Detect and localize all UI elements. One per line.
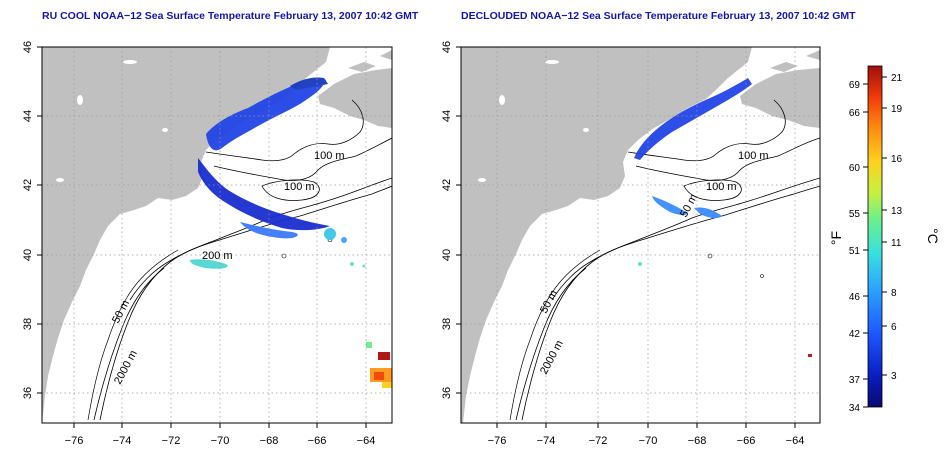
lake — [583, 128, 589, 132]
celsius-tick: 21 — [891, 73, 903, 84]
map-panel-left: 100 m 100 m 200 m 50 m 2000 m −76 −74 −7… — [22, 41, 393, 447]
contour-shelf — [87, 249, 179, 421]
contour-2000m — [99, 185, 392, 421]
celsius-tick: 19 — [891, 104, 903, 115]
lat-tick-label: 40 — [441, 249, 453, 261]
land-mass — [348, 62, 376, 72]
lat-tick-label: 36 — [441, 387, 453, 399]
axis-ticks-right — [456, 46, 796, 428]
lake — [123, 60, 137, 64]
lon-tick-label: −72 — [162, 435, 181, 447]
celsius-tick: 11 — [891, 238, 902, 249]
celsius-tick: 8 — [891, 288, 897, 299]
celsius-tick: 3 — [891, 371, 897, 382]
lake — [499, 95, 505, 105]
land-mass — [461, 47, 752, 423]
celsius-tick: 6 — [891, 322, 897, 333]
contour-2000m — [93, 267, 165, 421]
lat-tick-label: 38 — [22, 318, 34, 330]
sst-data-raw — [190, 77, 366, 269]
contour-50m — [627, 99, 786, 162]
lon-tick-label: −70 — [211, 435, 230, 447]
lake — [478, 178, 486, 182]
lon-tick-label: −72 — [589, 435, 608, 447]
contour-seamount — [281, 253, 287, 259]
fahrenheit-tick: 55 — [849, 209, 861, 220]
lon-tick-label: −74 — [537, 435, 556, 447]
fahrenheit-tick: 46 — [849, 292, 861, 303]
lon-tick-label: −70 — [639, 435, 658, 447]
land-mass — [806, 50, 820, 60]
celsius-unit-label: °C — [925, 228, 941, 244]
lat-tick-label: 44 — [22, 110, 34, 122]
lat-tick-label: 46 — [22, 41, 34, 53]
fahrenheit-tick: 69 — [849, 80, 861, 91]
contour-seamount — [760, 274, 764, 278]
colorbar-gradient — [867, 65, 883, 408]
lat-tick-label: 36 — [22, 387, 34, 399]
sst-data-declouded — [634, 78, 812, 357]
lake — [56, 178, 64, 182]
lake — [545, 60, 559, 64]
lat-tick-label: 42 — [22, 179, 34, 191]
contour-2000m — [521, 185, 820, 421]
lon-tick-label: −68 — [688, 435, 707, 447]
grid-lines-right — [461, 47, 820, 423]
lon-tick-label: −68 — [260, 435, 279, 447]
contour-label: 200 m — [202, 250, 233, 262]
fahrenheit-tick: 51 — [849, 246, 861, 257]
lon-tick-label: −74 — [113, 435, 132, 447]
contour-label: 100 m — [706, 181, 737, 193]
lake — [162, 128, 168, 132]
contour-label: 100 m — [314, 150, 345, 162]
axis-ticks-left — [37, 46, 367, 428]
contour-label: 100 m — [284, 181, 315, 193]
contour-200m — [551, 177, 820, 301]
colorbar: 69 66 60 55 51 46 42 37 34 21 19 16 13 1… — [828, 65, 941, 414]
land-mass — [770, 62, 798, 72]
contour-100m-inner — [683, 179, 742, 201]
lon-tick-label: −66 — [308, 435, 327, 447]
land-mass — [740, 68, 820, 128]
panel-title-ru-cool: RU COOL NOAA−12 Sea Surface Temperature … — [42, 10, 419, 22]
land-mass — [380, 50, 392, 60]
fahrenheit-tick: 60 — [849, 163, 861, 174]
fahrenheit-tick: 37 — [849, 375, 861, 386]
lon-tick-label: −66 — [737, 435, 756, 447]
map-panel-right: 100 m 100 m 50 m 50 m 2000 m −76 −74 −72… — [441, 41, 821, 447]
contour-50m — [205, 99, 364, 162]
panel-title-declouded: DECLOUDED NOAA−12 Sea Surface Temperatur… — [461, 10, 856, 22]
fahrenheit-unit-label: °F — [828, 231, 844, 245]
fahrenheit-tick: 42 — [849, 329, 861, 340]
contour-100m-inner — [261, 179, 320, 201]
lake — [77, 95, 83, 105]
contour-100m — [635, 137, 820, 181]
land-mass — [318, 68, 392, 128]
fahrenheit-tick: 66 — [849, 108, 861, 119]
contour-shelf — [509, 249, 601, 421]
land-mass — [42, 47, 330, 423]
contour-seamount — [707, 253, 713, 259]
sst-warm-patch — [366, 342, 392, 388]
lat-tick-label: 42 — [441, 179, 453, 191]
contour-label: 100 m — [738, 150, 769, 162]
contour-100m — [213, 137, 392, 181]
celsius-tick: 16 — [891, 154, 903, 165]
lat-tick-label: 46 — [441, 41, 453, 53]
contour-2000m — [515, 267, 587, 421]
celsius-tick: 13 — [891, 206, 903, 217]
lon-tick-label: −76 — [488, 435, 507, 447]
fahrenheit-tick: 34 — [849, 403, 861, 414]
lat-tick-label: 40 — [22, 249, 34, 261]
lat-tick-label: 38 — [441, 318, 453, 330]
lat-tick-label: 44 — [441, 110, 453, 122]
lon-tick-label: −76 — [65, 435, 84, 447]
lon-tick-label: −64 — [786, 435, 805, 447]
lon-tick-label: −64 — [357, 435, 376, 447]
